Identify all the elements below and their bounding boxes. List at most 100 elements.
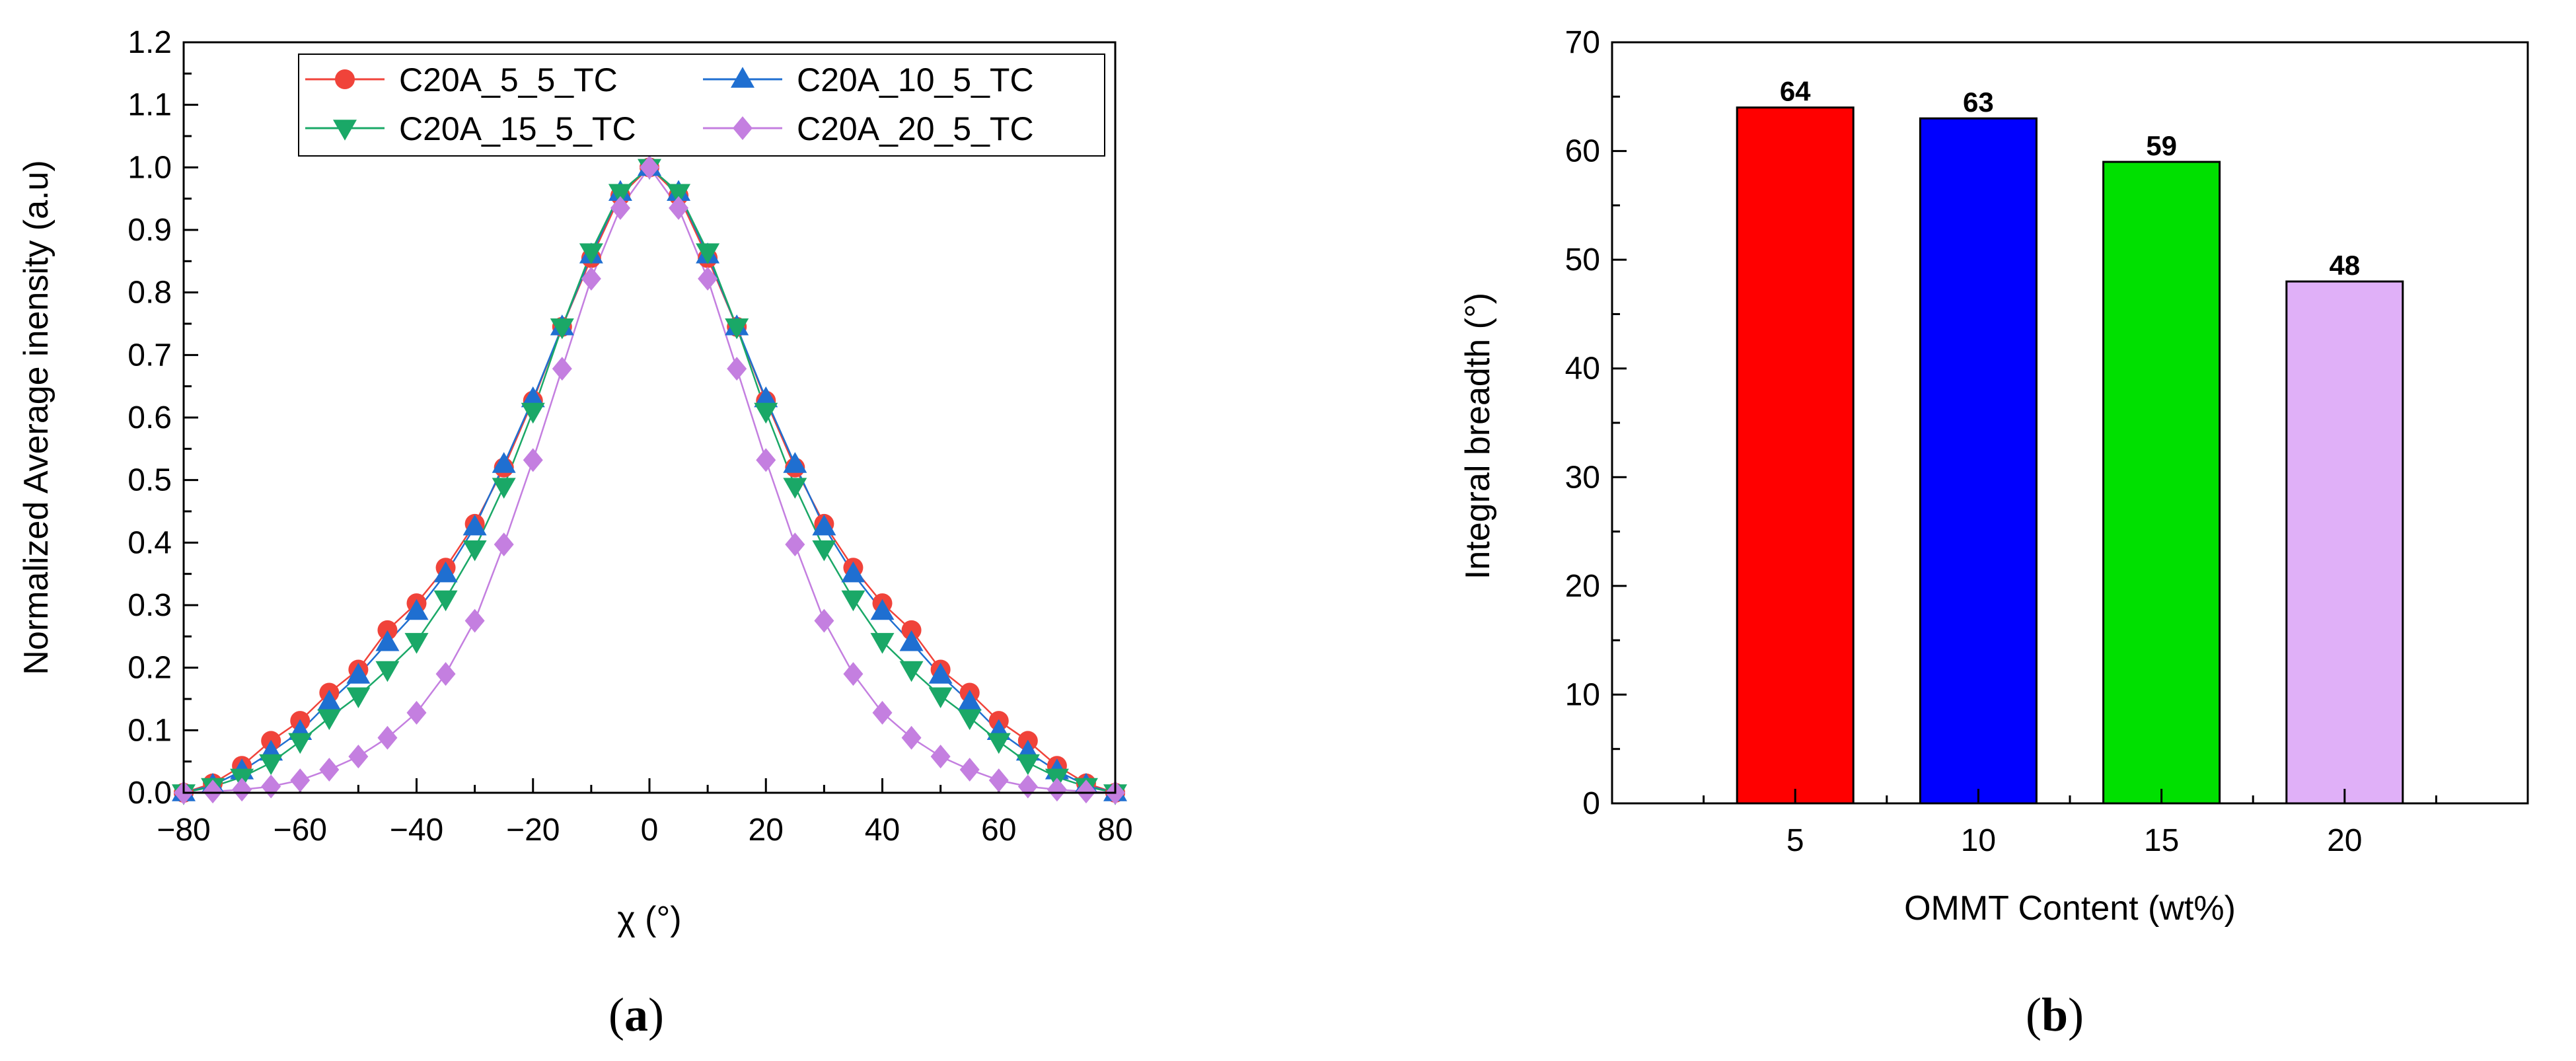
a-data-point [494, 532, 514, 557]
b-x-tick-label: 5 [1786, 823, 1804, 858]
a-legend-swatch-marker [335, 69, 355, 89]
a-legend-label: C20A_10_5_TC [797, 61, 1034, 98]
a-data-point [610, 196, 630, 220]
a-data-point [899, 630, 924, 651]
a-legend-swatch-marker [733, 116, 753, 140]
b-x-tick-label: 10 [1961, 823, 1996, 858]
b-panel-letter: b [2042, 988, 2068, 1041]
a-panel-close: ) [648, 988, 664, 1041]
a-data-point [406, 700, 427, 725]
a-legend: C20A_5_5_TC C20A_10_5_TC C20A_15_5_TC C20A_… [298, 54, 1105, 157]
a-y-tick-label: 0.1 [128, 713, 172, 748]
a-data-point [346, 687, 371, 709]
a-data-point [727, 357, 747, 381]
a-data-point [288, 733, 313, 754]
b-bar-value-label: 59 [2146, 130, 2177, 161]
b-y-tick-label: 10 [1565, 677, 1600, 712]
a-data-point [377, 725, 398, 750]
a-data-point [756, 448, 776, 472]
a-data-point [928, 687, 953, 709]
b-y-tick-label: 0 [1582, 786, 1600, 821]
a-data-point [870, 599, 895, 620]
a-data-point [259, 754, 283, 776]
a-y-tick-label: 1.0 [128, 150, 172, 185]
b-y-tick-label: 70 [1565, 25, 1600, 60]
a-data-point [319, 757, 340, 782]
b-y-tick-label: 40 [1565, 351, 1600, 386]
a-data-point [1015, 754, 1040, 776]
a-data-point [462, 514, 487, 536]
b-panel-close: ) [2068, 988, 2084, 1041]
a-data-point [346, 663, 371, 684]
a-x-tick-label: 20 [749, 813, 784, 848]
a-y-tick-label: 0.3 [128, 588, 172, 623]
a-y-tick-label: 0.4 [128, 525, 172, 560]
a-tick-labels: −80 −60 −40 −20 0 20 40 60 80 0.0 0.1 0.2 0.3 0.4 0.5 0… [128, 25, 1132, 848]
a-y-tick-label: 0.8 [128, 275, 172, 311]
a-data-point [375, 630, 400, 651]
a-legend-label: C20A_15_5_TC [399, 110, 636, 147]
a-x-tick-label: 40 [865, 813, 900, 848]
a-legend-label: C20A_20_5_TC [797, 110, 1034, 147]
b-panel-open: ( [2026, 988, 2042, 1041]
a-data-point [814, 608, 834, 633]
b-panel-label: (b) [2026, 988, 2084, 1041]
a-data-point [754, 386, 778, 408]
a-data-point [901, 725, 922, 750]
a-data-point [872, 700, 893, 725]
a-y-tick-label: 0.0 [128, 776, 172, 811]
chart-a: −80 −60 −40 −20 0 20 40 60 80 0.0 0.1 0.2 0.3 0.4 0.5 0… [17, 25, 1133, 1041]
b-y-tick-label: 30 [1565, 460, 1600, 495]
a-y-tick-label: 0.7 [128, 338, 172, 373]
a-data-point [696, 243, 720, 264]
a-data-point [579, 243, 603, 264]
a-data-point [899, 661, 924, 682]
a-data-point [667, 184, 691, 205]
a-data-point [435, 662, 456, 686]
a-data-point [783, 452, 807, 473]
a-data-point [232, 778, 252, 802]
a-legend-box [298, 54, 1105, 157]
a-y-tick-label: 0.6 [128, 400, 172, 435]
a-y-tick-label: 0.9 [128, 213, 172, 248]
a-x-tick-label: −60 [274, 813, 327, 848]
a-y-tick-label: 0.2 [128, 651, 172, 686]
a-data-point [754, 402, 778, 424]
b-x-axis-title: OMMT Content (wt%) [1904, 889, 2236, 928]
a-data-point [523, 448, 543, 472]
a-data-point [608, 184, 632, 205]
a-data-point [462, 540, 487, 562]
a-panel-label: (a) [608, 988, 664, 1041]
a-data-point [433, 590, 458, 612]
a-data-point [959, 757, 980, 782]
a-data-point [1076, 780, 1096, 804]
a-x-tick-label: −20 [506, 813, 560, 848]
b-bar-value-label: 64 [1780, 76, 1811, 107]
b-x-tick-label: 15 [2144, 823, 2179, 858]
a-data-point [581, 266, 601, 291]
a-y-axis-title: Normalized Average inensity (a.u) [17, 160, 55, 675]
a-data-point [348, 745, 369, 769]
a-data-point [1047, 778, 1067, 802]
a-data-point [841, 561, 865, 583]
a-data-point [698, 266, 718, 291]
a-data-point [843, 662, 864, 686]
a-data-point [375, 661, 400, 682]
b-y-axis-title: Integral breadth (°) [1459, 293, 1497, 579]
a-y-tick-label: 1.2 [128, 25, 172, 60]
a-data-point [930, 745, 951, 769]
a-data-point [550, 318, 574, 340]
a-data-point [492, 452, 516, 473]
a-legend-swatch-marker [731, 67, 754, 88]
a-data-point [203, 780, 223, 804]
a-data-point [725, 318, 749, 340]
a-data-point [812, 514, 836, 536]
a-data-point [901, 620, 922, 640]
a-y-tick-label: 1.1 [128, 88, 172, 123]
b-plot-frame [1611, 41, 2529, 805]
a-data-point [957, 709, 982, 731]
a-data-point [783, 478, 807, 499]
b-bar [1736, 106, 1855, 805]
a-x-tick-label: 0 [641, 813, 659, 848]
